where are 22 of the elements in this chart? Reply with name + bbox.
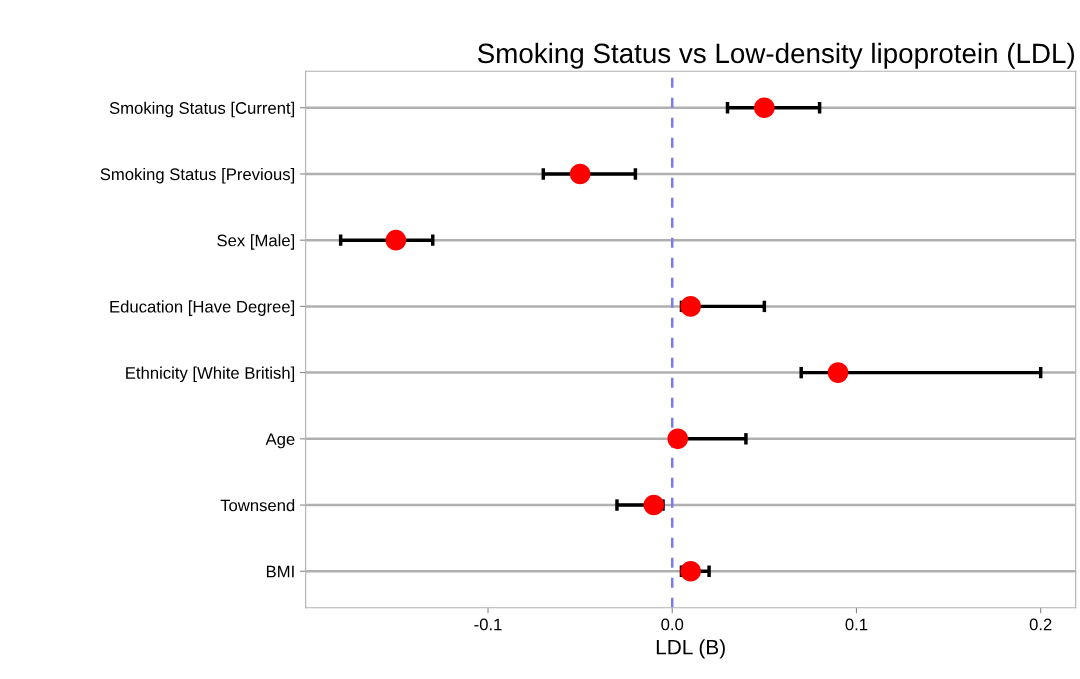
x-tick-label: 0.2 [1029,618,1052,631]
chart-title: Smoking Status vs Low-density lipoprotein (LDL) [477,42,1074,69]
point [667,428,689,450]
y-tick-label: Sex [Male] [217,234,295,250]
y-tick-label: Ethnicity [White British] [126,366,295,383]
point [569,163,591,185]
x-tick-label: -0.1 [474,618,502,631]
point [754,97,775,119]
y-tick-label: Smoking Status [Current] [109,101,295,118]
x-axis-title: LDL (B) [656,639,725,659]
x-tick-label: 0.1 [845,618,868,631]
x-tick-label: 0.0 [661,618,684,631]
y-tick-label: BMI [266,565,294,578]
y-tick-label: Education [Have Degree] [110,300,295,316]
point [827,362,849,383]
point [643,494,665,516]
point [680,296,701,317]
point [385,229,407,251]
y-tick-label: Townsend [220,499,295,512]
point [680,560,701,582]
y-tick-label: Smoking Status [Previous] [100,167,295,184]
y-tick-label: Age [265,433,295,449]
